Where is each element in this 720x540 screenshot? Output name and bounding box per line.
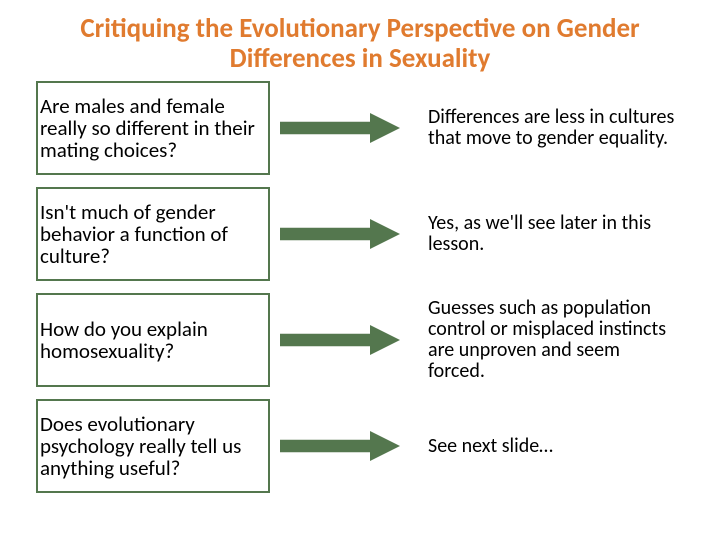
arrow: [270, 219, 410, 249]
arrow-icon: [280, 325, 400, 355]
qa-row: How do you explain homosexuality? Guesse…: [36, 293, 684, 387]
answer-text: Differences are less in cultures that mo…: [410, 107, 684, 149]
qa-row: Isn't much of gender behavior a function…: [36, 187, 684, 281]
arrow-icon: [280, 431, 400, 461]
qa-row: Are males and female really so different…: [36, 81, 684, 175]
qa-row: Does evolutionary psychology really tell…: [36, 399, 684, 493]
slide-title: Critiquing the Evolutionary Perspective …: [0, 0, 720, 81]
question-box: Isn't much of gender behavior a function…: [36, 187, 270, 281]
answer-text: Yes, as we'll see later in this lesson.: [410, 213, 684, 255]
question-box: Does evolutionary psychology really tell…: [36, 399, 270, 493]
answer-text: Guesses such as population control or mi…: [410, 298, 684, 382]
arrow: [270, 431, 410, 461]
answer-text: See next slide…: [410, 436, 684, 457]
question-box: How do you explain homosexuality?: [36, 293, 270, 387]
question-box: Are males and female really so different…: [36, 81, 270, 175]
qa-rows: Are males and female really so different…: [0, 81, 720, 493]
arrow-icon: [280, 113, 400, 143]
arrow: [270, 325, 410, 355]
arrow-icon: [280, 219, 400, 249]
arrow: [270, 113, 410, 143]
